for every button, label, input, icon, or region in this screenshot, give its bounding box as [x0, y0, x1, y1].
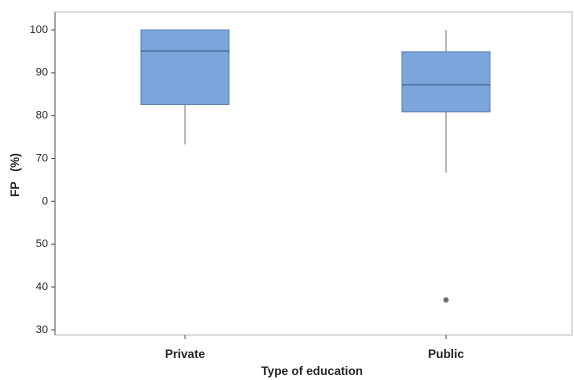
y-tick-label: 0	[42, 195, 48, 207]
y-tick-label: 80	[36, 110, 48, 122]
y-tick-label: 40	[36, 281, 48, 293]
y-tick-label: 50	[36, 238, 48, 250]
y-tick-label: 70	[36, 152, 48, 164]
y-tick-label: 90	[36, 67, 48, 79]
box	[401, 51, 491, 113]
plot-frame	[54, 11, 573, 336]
y-axis-title: FP (%)	[8, 153, 22, 197]
x-tick-label: Public	[428, 347, 464, 361]
y-tick-label: 100	[30, 24, 48, 36]
outlier	[443, 296, 449, 303]
box	[140, 29, 230, 106]
x-tick-label: Private	[165, 347, 205, 361]
x-axis-title: Type of education	[261, 364, 363, 378]
y-tick-label: 30	[36, 324, 48, 336]
